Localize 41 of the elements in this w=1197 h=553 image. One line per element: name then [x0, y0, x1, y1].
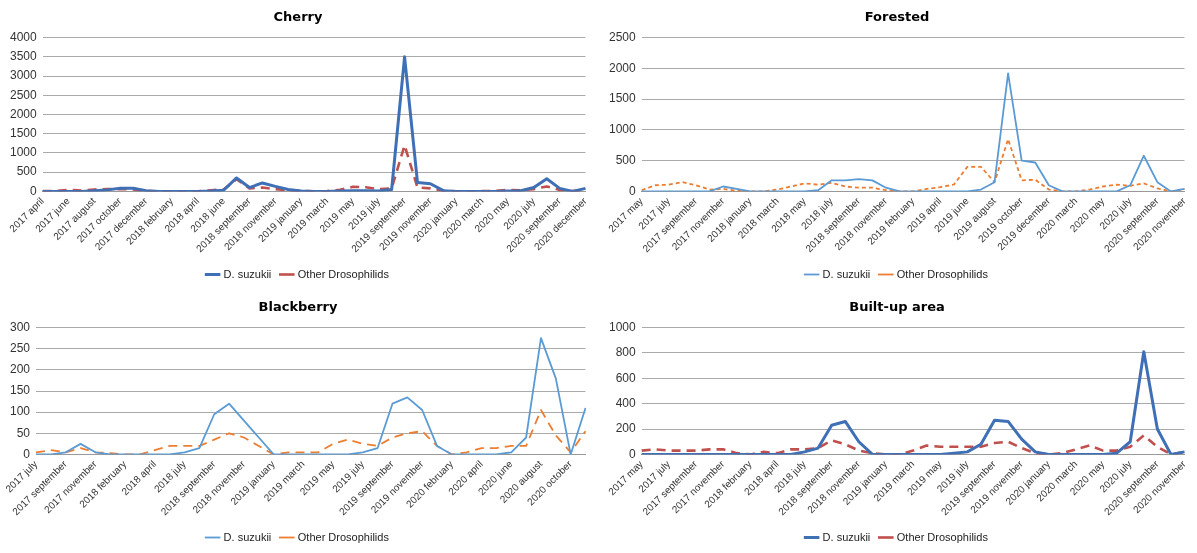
y-tick-label: 600: [615, 370, 637, 385]
legend-label: Other Drosophilids: [896, 530, 989, 543]
legend-label: Other Drosophilids: [297, 267, 390, 280]
y-tick-label: 3000: [9, 68, 38, 83]
y-tick-label: 2000: [9, 106, 38, 121]
y-tick-label: 300: [9, 319, 31, 334]
y-tick-label: 50: [16, 425, 31, 440]
y-tick-label: 0: [30, 183, 38, 198]
y-tick-label: 3500: [9, 49, 38, 64]
chart-title: Forested: [864, 9, 930, 25]
y-tick-label: 4000: [9, 29, 38, 44]
y-tick-label: 2500: [9, 87, 38, 102]
y-tick-label: 250: [9, 341, 31, 356]
y-tick-label: 400: [615, 396, 637, 410]
y-tick-label: 500: [16, 164, 38, 179]
chart-title: Built-up area: [849, 299, 945, 315]
y-tick-label: 100: [9, 404, 31, 419]
y-tick-label: 1000: [9, 145, 38, 160]
y-tick-label: 1500: [608, 91, 637, 106]
y-tick-label: 1500: [9, 126, 38, 141]
y-tick-label: 0: [629, 183, 637, 198]
y-tick-label: 1000: [608, 122, 637, 137]
y-tick-label: 0: [629, 446, 637, 461]
legend-label: D. suzukii: [223, 530, 272, 543]
legend-label: D. suzukii: [822, 267, 871, 280]
y-tick-label: 0: [23, 446, 31, 461]
legend-label: Other Drosophilids: [297, 530, 390, 543]
legend-label: D. suzukii: [223, 267, 272, 280]
chart-title: Blackberry: [258, 299, 338, 315]
y-tick-label: 2000: [608, 60, 637, 75]
y-tick-label: 800: [615, 345, 637, 360]
legend-label: Other Drosophilids: [896, 267, 989, 280]
legend-label: D. suzukii: [822, 530, 871, 543]
y-tick-label: 200: [9, 362, 31, 377]
y-tick-label: 2500: [608, 29, 637, 44]
y-tick-label: 1000: [608, 319, 637, 334]
y-tick-label: 200: [615, 421, 637, 436]
y-tick-label: 500: [615, 152, 637, 167]
line-series: [35, 409, 587, 455]
chart-title: Cherry: [273, 9, 323, 25]
y-tick-label: 150: [9, 383, 31, 398]
